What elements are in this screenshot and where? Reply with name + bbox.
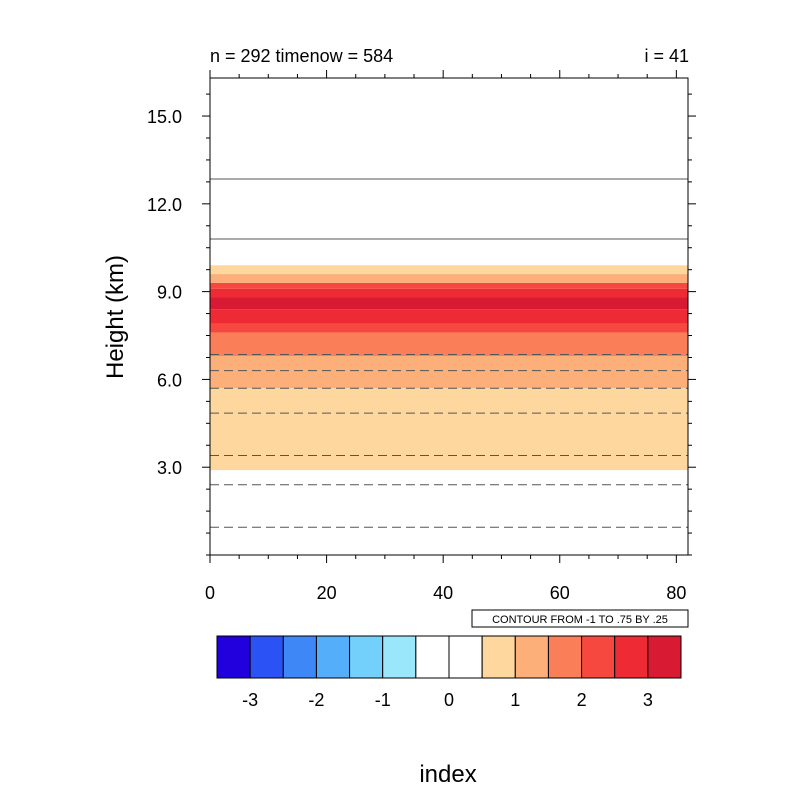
fill-band	[210, 309, 688, 324]
colorbar-box	[547, 635, 583, 679]
colorbar-label: 2	[577, 690, 587, 710]
fill-band	[210, 332, 688, 357]
colorbar-box	[647, 635, 682, 679]
y-axis: 3.0 6.0 9.0 12.0 15.0	[147, 93, 696, 556]
colorbar-box	[581, 635, 616, 679]
fill-band	[210, 356, 688, 389]
x-tick-label: 0	[205, 583, 215, 603]
colorbar-box	[382, 635, 417, 679]
colorbar-label: -3	[242, 690, 258, 710]
x-axis-label: index	[419, 761, 476, 788]
y-axis-label: Height (km)	[102, 255, 129, 379]
plot-frame	[209, 77, 689, 556]
y-tick-label: 9.0	[157, 283, 182, 303]
x-tick-label: 40	[433, 583, 453, 603]
colorbar-box	[216, 635, 251, 679]
fill-band	[210, 288, 688, 298]
colorbar-box	[448, 635, 483, 679]
y-tick-label: 3.0	[157, 458, 182, 478]
colorbar-box	[415, 635, 450, 679]
fill-band	[210, 388, 688, 415]
fill-band	[210, 282, 688, 289]
colorbar-box	[315, 635, 351, 679]
fill-band	[210, 265, 688, 275]
colorbar-box	[614, 635, 649, 679]
title-right: i = 41	[644, 46, 689, 66]
x-tick-label: 60	[550, 583, 570, 603]
colorbar-box	[349, 635, 384, 679]
colorbar: -3 -2 -1 0 1 2 3	[216, 635, 682, 710]
y-tick-label: 12.0	[147, 195, 182, 215]
colorbar-label: 1	[510, 690, 520, 710]
x-tick-label: 80	[666, 583, 686, 603]
colorbar-label: 3	[643, 690, 653, 710]
fill-band	[210, 274, 688, 283]
fill-band	[210, 414, 688, 471]
x-axis: 0 20 40 60 80	[205, 70, 686, 603]
colorbar-box	[249, 635, 284, 679]
colorbar-label: -2	[308, 690, 324, 710]
x-tick-label: 20	[317, 583, 337, 603]
info-label: CONTOUR FROM -1 TO .75 BY .25	[492, 614, 668, 626]
colorbar-box	[282, 635, 317, 679]
contour-lines	[210, 178, 688, 528]
colorbar-label: -1	[375, 690, 391, 710]
y-tick-label: 15.0	[147, 107, 182, 127]
fill-bands	[210, 265, 688, 471]
y-tick-label: 6.0	[157, 370, 182, 390]
fill-band	[210, 297, 688, 310]
colorbar-box	[481, 635, 516, 679]
info-label-box	[471, 609, 689, 628]
fill-band	[210, 323, 688, 333]
title-left: n = 292 timenow = 584	[210, 46, 393, 66]
colorbar-box	[514, 635, 549, 679]
colorbar-label: 0	[444, 690, 454, 710]
